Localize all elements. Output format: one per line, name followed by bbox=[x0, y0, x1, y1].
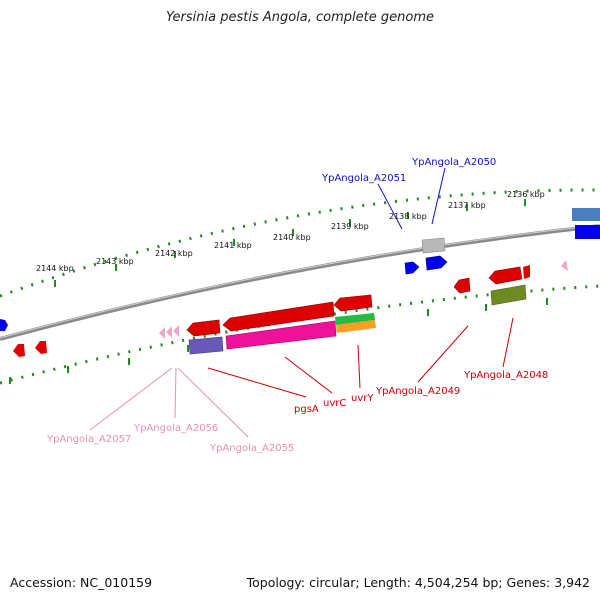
tick-label: 2143 kbp bbox=[96, 257, 134, 266]
gene-red-arrow-left[interactable] bbox=[186, 319, 221, 337]
gene-pink-arrow-c[interactable] bbox=[173, 325, 179, 337]
tick-label: 2141 kbp bbox=[214, 241, 252, 250]
gene-pink-arrow-b[interactable] bbox=[166, 326, 172, 338]
gene-label-uvrC: uvrC bbox=[323, 398, 346, 409]
gene-a2050-arrow[interactable] bbox=[425, 255, 448, 271]
gene-label-a2055: YpAngola_A2055 bbox=[209, 443, 294, 454]
scale-ticks bbox=[54, 199, 526, 287]
scale-tick-labels: 2144 kbp 2143 kbp 2142 kbp 2141 kbp 2140… bbox=[36, 190, 545, 273]
leader-lines bbox=[89, 167, 514, 438]
gene-red-arrow-far-left-2[interactable] bbox=[35, 341, 47, 354]
tick-label: 2138 kbp bbox=[389, 212, 427, 221]
accession-label: Accession: NC_010159 bbox=[10, 575, 153, 590]
gene-uvrY-orange[interactable] bbox=[336, 320, 376, 333]
gene-uvrY-green[interactable] bbox=[335, 313, 375, 325]
gene-uvrC-red-long[interactable] bbox=[222, 301, 335, 332]
gene-right-red-arrow[interactable] bbox=[488, 266, 523, 285]
gene-label-a2056: YpAngola_A2056 bbox=[133, 423, 218, 434]
gene-left-edge-blue-arrow[interactable] bbox=[0, 319, 8, 331]
gene-pink-arrow-a[interactable] bbox=[159, 327, 165, 339]
gene-label-pgsA: pgsA bbox=[294, 404, 319, 415]
tick-label: 2136 kbp bbox=[507, 190, 545, 199]
gene-red-arrow-far-left-1[interactable] bbox=[13, 344, 25, 357]
gene-top-right-steelblue[interactable] bbox=[572, 208, 600, 221]
gene-red-arrow-upper[interactable] bbox=[333, 294, 373, 312]
gene-pgsA-magenta[interactable] bbox=[225, 320, 337, 350]
gene-red-arrow-2[interactable] bbox=[453, 277, 471, 294]
gene-pink-arrow[interactable] bbox=[561, 260, 568, 271]
genome-backbone-highlight bbox=[0, 224, 600, 339]
gene-a2048-olive[interactable] bbox=[490, 284, 527, 306]
tick-label: 2137 kbp bbox=[448, 201, 486, 210]
gene-a2057-slateblue[interactable] bbox=[188, 336, 224, 355]
tick-label: 2142 kbp bbox=[155, 249, 193, 258]
gene-label-a2048: YpAngola_A2048 bbox=[463, 370, 548, 381]
forward-track-dotted-line bbox=[0, 188, 600, 298]
genome-title: Yersinia pestis Angola, complete genome bbox=[166, 10, 434, 25]
gene-label-a2050: YpAngola_A2050 bbox=[411, 157, 496, 168]
genome-summary-label: Topology: circular; Length: 4,504,254 bp… bbox=[246, 575, 590, 590]
gene-small-red-arrow[interactable] bbox=[523, 265, 530, 279]
gene-top-right-blue[interactable] bbox=[575, 225, 600, 239]
tick-label: 2139 kbp bbox=[331, 222, 369, 231]
tick-label: 2144 kbp bbox=[36, 264, 74, 273]
tick-label: 2140 kbp bbox=[273, 233, 311, 242]
gene-label-a2049: YpAngola_A2049 bbox=[375, 386, 460, 397]
gene-label-a2057: YpAngola_A2057 bbox=[46, 434, 131, 445]
genome-backbone bbox=[0, 224, 600, 341]
gene-a2051-arrow[interactable] bbox=[404, 261, 420, 275]
gene-label-uvrY: uvrY bbox=[351, 393, 374, 404]
gene-grey-box[interactable] bbox=[421, 237, 446, 254]
gene-label-a2051: YpAngola_A2051 bbox=[321, 173, 406, 184]
